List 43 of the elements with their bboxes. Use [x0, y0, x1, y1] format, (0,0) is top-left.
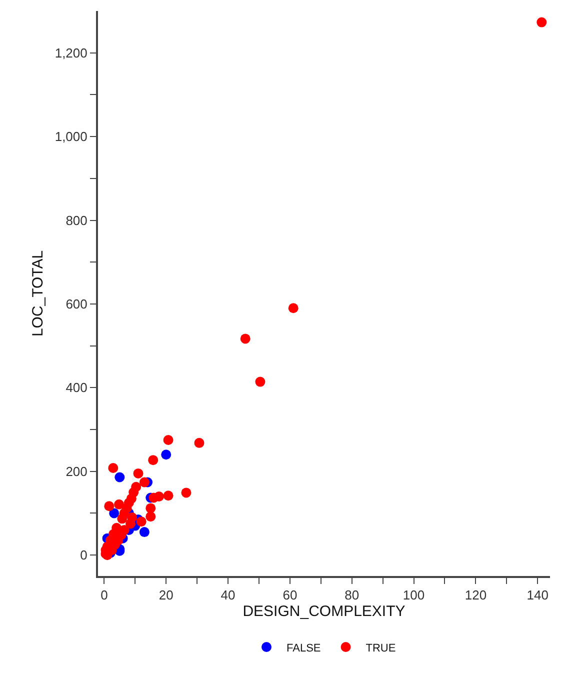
point [117, 514, 128, 524]
point [146, 503, 156, 514]
point [126, 518, 136, 529]
point [288, 303, 298, 314]
x-tick-label: 100 [402, 588, 425, 603]
point [109, 508, 120, 518]
x-tick-label: 40 [220, 588, 236, 603]
point [148, 455, 158, 466]
point [139, 527, 150, 538]
point [108, 463, 118, 474]
y-tick-label: 1,000 [54, 129, 88, 144]
x-tick-label: 60 [282, 588, 298, 603]
x-axis-title: DESIGN_COMPLEXITY [242, 603, 406, 620]
point [163, 490, 174, 501]
x-tick-label: 120 [464, 588, 487, 603]
y-tick-label: 0 [80, 548, 88, 563]
y-tick-label: 1,200 [54, 45, 88, 60]
point [181, 488, 192, 498]
y-tick-label: 800 [66, 212, 88, 228]
x-tick-label: 80 [344, 588, 360, 603]
y-tick-label: 600 [66, 296, 88, 312]
point [536, 17, 547, 28]
legend-label: TRUE [366, 642, 396, 654]
point [136, 516, 146, 527]
point [194, 438, 204, 448]
point [133, 468, 144, 478]
point [139, 477, 150, 488]
point [255, 376, 266, 387]
point [114, 499, 124, 510]
point [163, 434, 174, 445]
point [148, 492, 159, 503]
y-axis-title: LOC_TOTAL [30, 250, 47, 337]
y-tick-label: 200 [66, 464, 88, 479]
point [240, 334, 250, 344]
point [161, 450, 172, 460]
x-tick-label: 20 [158, 588, 174, 603]
point [146, 512, 156, 522]
point [114, 472, 125, 482]
x-tick-label: 140 [526, 588, 548, 603]
x-tick-label: 0 [100, 588, 108, 603]
legend-label: FALSE [286, 642, 321, 654]
y-tick-label: 400 [66, 380, 88, 396]
point [104, 501, 114, 512]
